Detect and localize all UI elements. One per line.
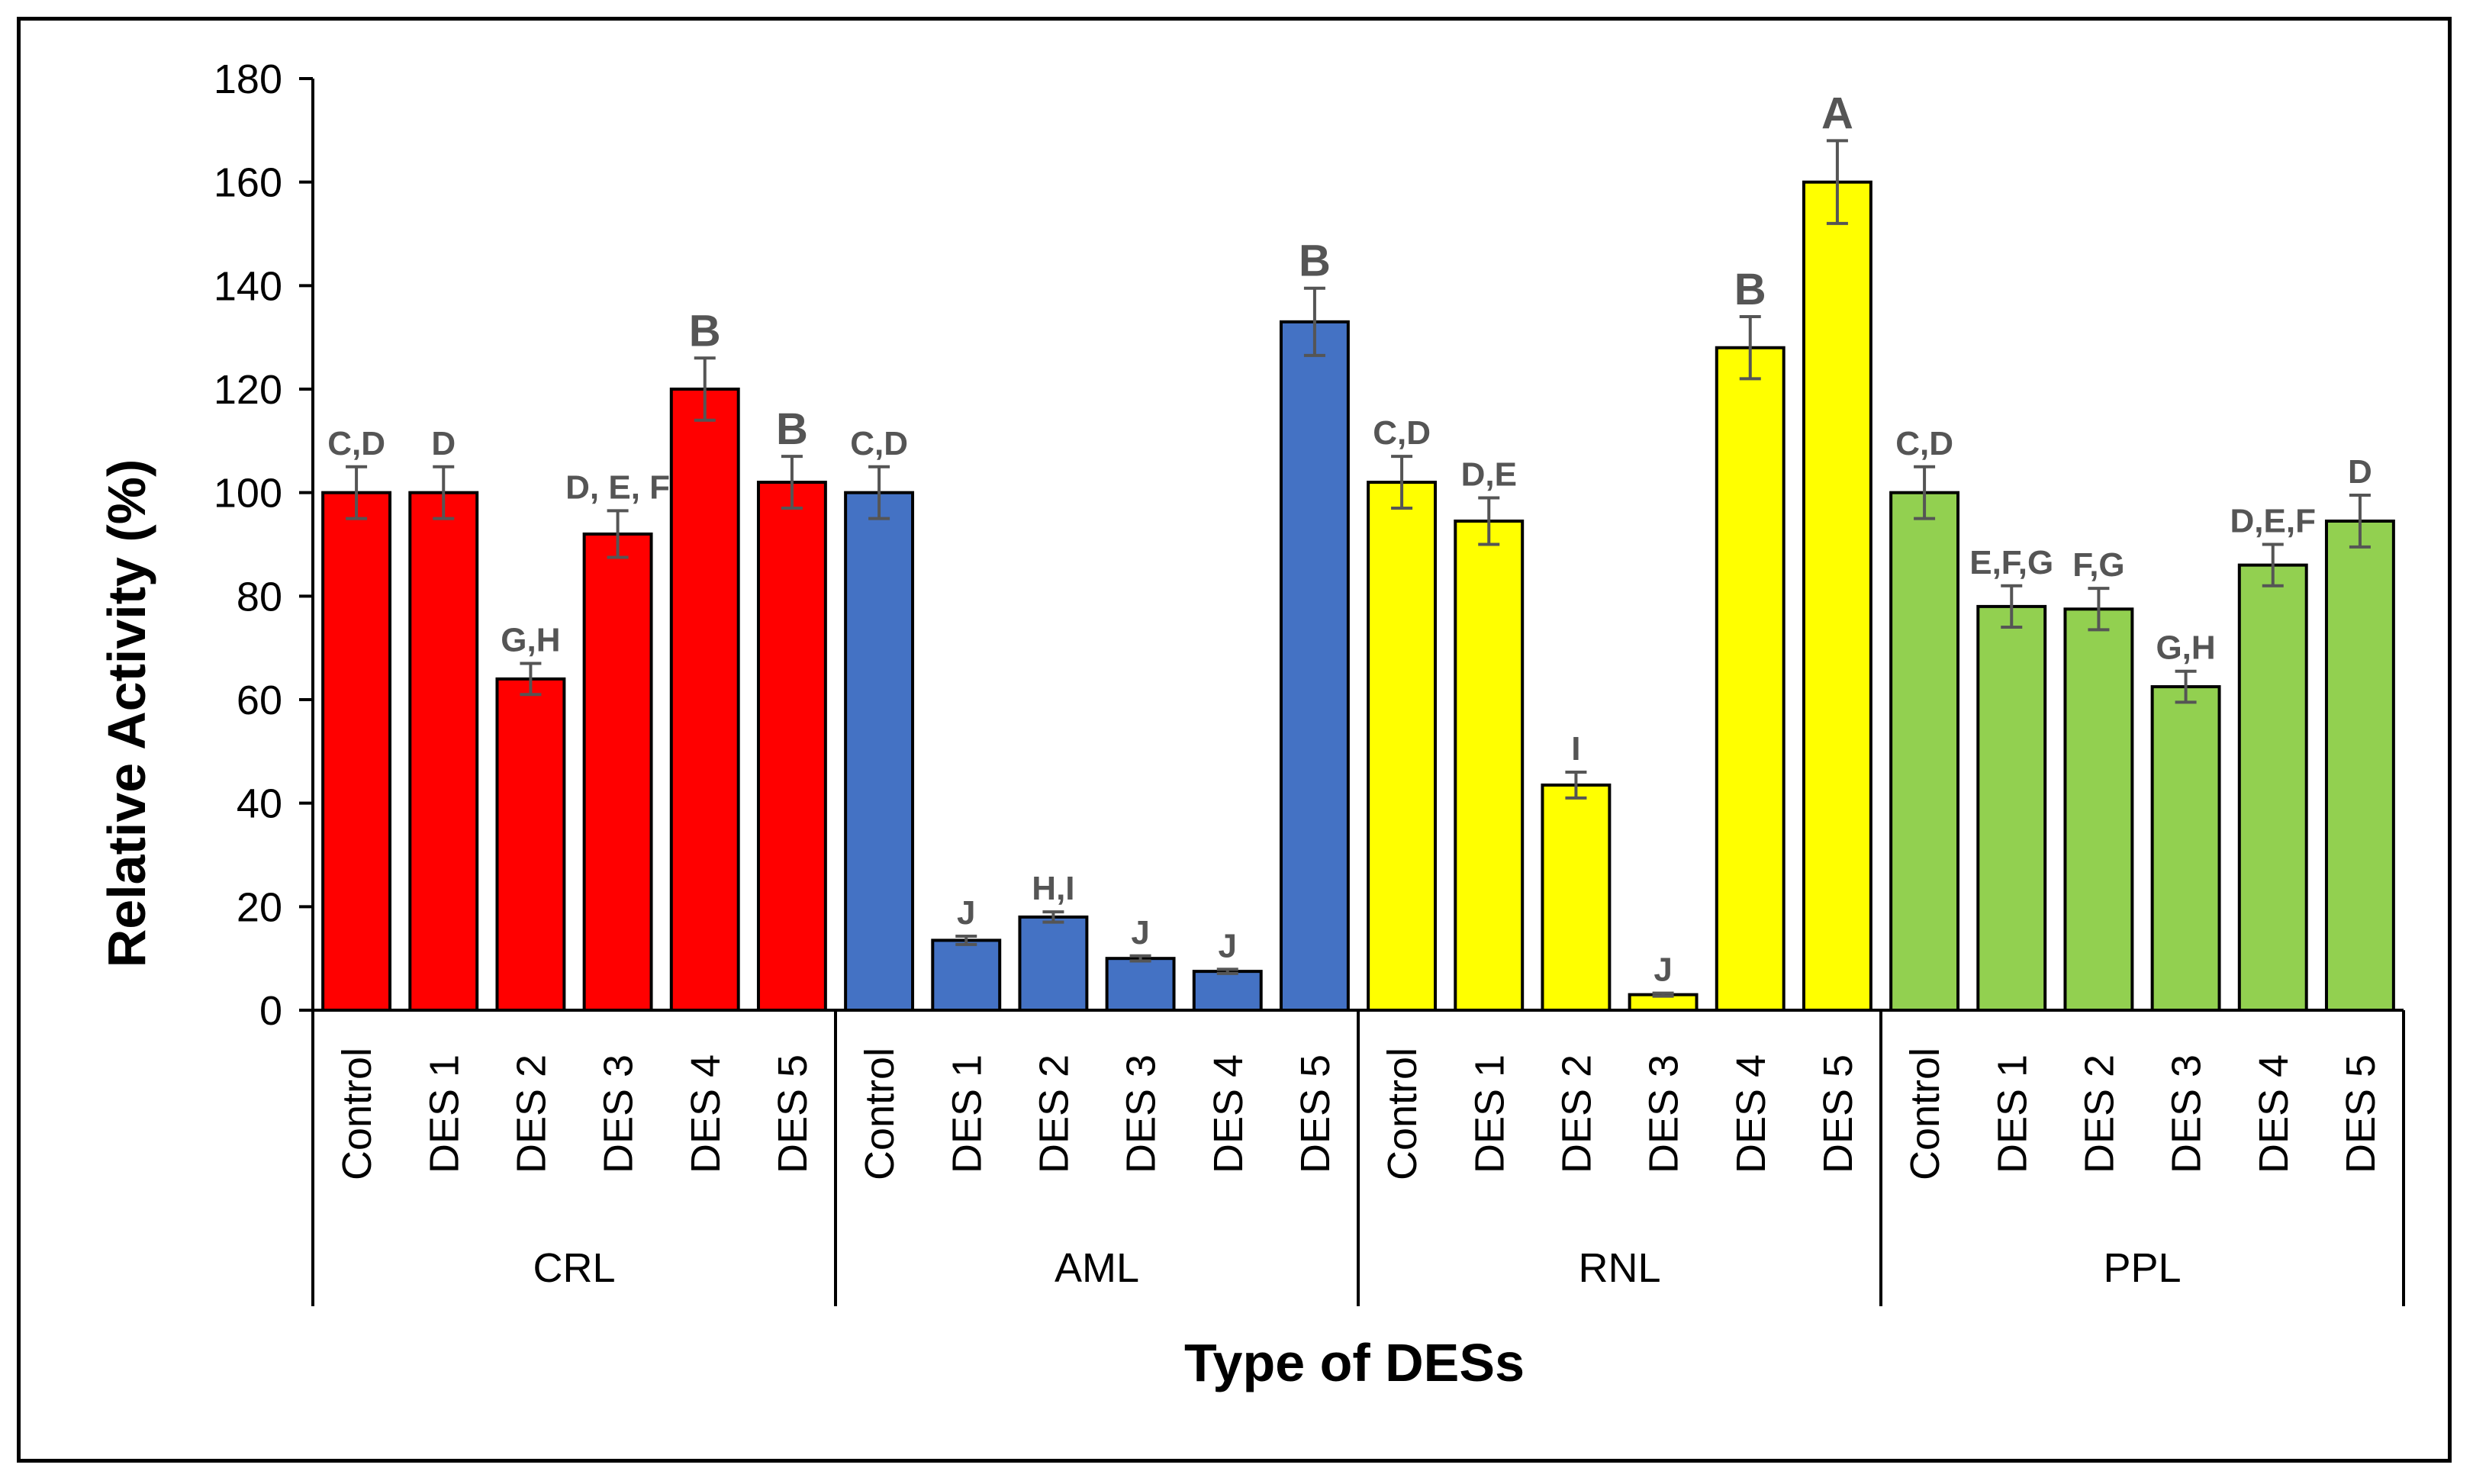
x-category-label: Control [857, 1048, 903, 1180]
x-category-label: DES 5 [1815, 1054, 1861, 1173]
x-axis-title: Type of DESs [1184, 1333, 1525, 1392]
bar-crl-des3 [582, 532, 653, 1012]
significance-label: D,E [1461, 456, 1517, 493]
significance-label: D [431, 425, 456, 462]
x-category-label: DES 1 [944, 1054, 990, 1173]
group-label-aml: AML [1055, 1245, 1139, 1291]
x-category-label: DES 3 [1641, 1054, 1687, 1173]
y-tick-label: 20 [237, 884, 282, 930]
bar-ppl-control [1889, 491, 1960, 1012]
y-tick-label: 40 [237, 781, 282, 827]
significance-label: A [1821, 89, 1853, 138]
x-category-label: Control [1902, 1048, 1948, 1180]
bar-aml-des2 [1018, 915, 1089, 1012]
significance-label: F,G [2072, 546, 2124, 584]
y-tick-label: 160 [214, 160, 282, 206]
group-label-crl: CRL [533, 1245, 615, 1291]
x-category-label: DES 2 [1031, 1054, 1077, 1173]
bar-crl-des5 [756, 481, 827, 1012]
bar-aml-des3 [1105, 957, 1176, 1012]
y-tick-label: 0 [259, 988, 282, 1034]
y-axis: 0 20 40 60 80 100 120 140 160 180 [214, 56, 314, 1034]
x-category-label: DES 1 [1467, 1054, 1512, 1173]
significance-label: B [1299, 237, 1331, 286]
x-category-label: Control [334, 1048, 380, 1180]
x-category-label: DES 5 [770, 1054, 816, 1173]
significance-label: I [1571, 730, 1580, 768]
significance-label: C,D [850, 425, 908, 462]
x-category-label: DES 5 [1293, 1054, 1338, 1173]
bar-crl-des2 [495, 677, 566, 1012]
significance-label: J [1219, 927, 1237, 964]
y-tick-label: 80 [237, 574, 282, 620]
significance-label: D, E, F [565, 468, 670, 506]
bar-rnl-des2 [1541, 783, 1612, 1012]
bar-ppl-des5 [2324, 519, 2395, 1012]
y-tick-label: 140 [214, 263, 282, 309]
significance-label: G,H [2156, 629, 2215, 667]
significance-label: J [1653, 951, 1672, 989]
x-category-label: DES 2 [1554, 1054, 1599, 1173]
bar-ppl-des1 [1976, 604, 2047, 1012]
bar-ppl-des3 [2150, 685, 2221, 1012]
significance-label: G,H [501, 622, 560, 659]
significance-label: B [776, 404, 808, 454]
x-category-label: DES 1 [1989, 1054, 2035, 1173]
y-tick-label: 180 [214, 56, 282, 102]
bar-aml-des4 [1192, 970, 1263, 1012]
bar-rnl-des5 [1802, 180, 1872, 1012]
bar-rnl-des4 [1715, 346, 1786, 1012]
significance-label: C,D [327, 425, 385, 462]
x-category-label: DES 3 [1119, 1054, 1164, 1173]
bar-crl-des4 [669, 388, 740, 1012]
significance-label: D,E,F [2230, 503, 2316, 540]
x-category-label: DES 5 [2338, 1054, 2384, 1173]
x-category-label: DES 2 [508, 1054, 554, 1173]
significance-label: B [689, 306, 721, 356]
bars: C,D D G,H D, E, F B B C,D J H,I J J B C,D D,E I J B A C,D E… [321, 89, 2395, 1012]
y-axis-title: Relative Activity (%) [97, 459, 156, 968]
group-label-ppl: PPL [2103, 1245, 2181, 1291]
bar-aml-des5 [1279, 320, 1350, 1012]
bar-crl-control [321, 491, 392, 1012]
bar-ppl-des4 [2237, 563, 2308, 1012]
x-category-label: DES 4 [1728, 1054, 1774, 1173]
significance-label: E,F,G [1969, 544, 2053, 581]
x-axis: CRL Control DES 1 DES 2 DES 3 DES 4 DES 5 AML Co… [311, 1009, 2405, 1306]
group-label-rnl: RNL [1578, 1245, 1660, 1291]
x-category-label: DES 3 [2164, 1054, 2210, 1173]
significance-label: C,D [1373, 414, 1431, 452]
bar-crl-des1 [408, 491, 479, 1012]
bar-ppl-des2 [2063, 607, 2134, 1012]
significance-label: J [1131, 914, 1149, 951]
y-tick-label: 100 [214, 471, 282, 517]
bar-rnl-des1 [1454, 519, 1525, 1012]
significance-label: C,D [1895, 425, 1953, 462]
x-category-label: DES 4 [1206, 1054, 1251, 1173]
x-category-label: DES 3 [596, 1054, 642, 1173]
x-category-label: DES 1 [421, 1054, 467, 1173]
x-category-label: DES 4 [2251, 1054, 2297, 1173]
significance-label: H,I [1032, 870, 1074, 907]
significance-label: B [1734, 265, 1766, 314]
significance-label: D [2348, 453, 2372, 491]
x-category-label: Control [1380, 1048, 1425, 1180]
y-tick-label: 60 [237, 678, 282, 723]
x-category-label: DES 4 [683, 1054, 729, 1173]
significance-label: J [957, 894, 975, 932]
y-tick-label: 120 [214, 367, 282, 413]
x-category-label: DES 2 [2076, 1054, 2122, 1173]
bar-rnl-control [1367, 481, 1438, 1012]
bar-aml-control [844, 491, 915, 1012]
bar-aml-des1 [931, 938, 1002, 1012]
